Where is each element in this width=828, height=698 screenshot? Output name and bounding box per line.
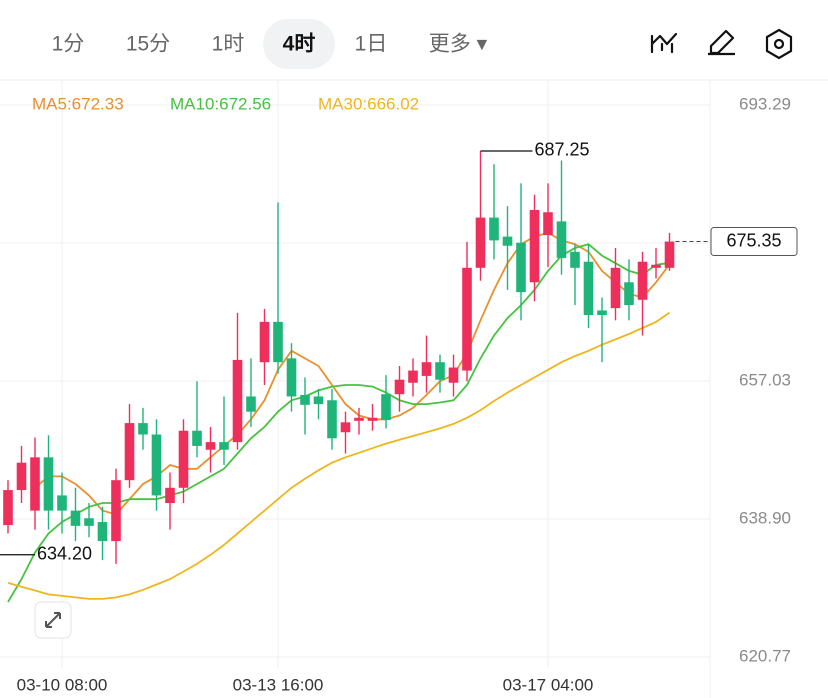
- candle-body: [516, 242, 526, 293]
- tab[interactable]: 更多 ▾: [429, 33, 488, 56]
- candle-body: [624, 282, 634, 306]
- candle-body: [475, 217, 486, 268]
- candle-body: [232, 359, 243, 443]
- candle-body: [394, 379, 405, 395]
- tab[interactable]: 1时: [212, 33, 245, 56]
- candle-body: [421, 362, 432, 376]
- candle-body: [327, 400, 337, 439]
- ma-line: [7, 243, 670, 603]
- legend-entry: MA10:672.56: [170, 94, 271, 113]
- candle-body: [259, 321, 270, 363]
- indicator-icon[interactable]: [650, 32, 678, 54]
- candle-body: [273, 321, 283, 363]
- candle-body: [637, 261, 648, 300]
- candle-body: [556, 221, 567, 258]
- extreme-label: 634.20: [37, 544, 92, 564]
- y-tick-label: 657.03: [739, 370, 791, 389]
- candle-body: [313, 396, 324, 405]
- candle-body: [205, 442, 216, 450]
- candles: [3, 150, 675, 564]
- candle-body: [111, 480, 121, 542]
- active-tab-bg: [263, 19, 335, 69]
- candle-body: [3, 490, 13, 526]
- candle-body: [124, 423, 135, 481]
- candle-body: [529, 209, 540, 283]
- legend-entry: MA5:672.33: [32, 94, 124, 113]
- candle-body: [583, 261, 594, 316]
- candle-body: [408, 370, 418, 383]
- candle-body: [43, 457, 54, 511]
- candle-body: [502, 236, 513, 246]
- y-tick-label: 693.29: [739, 94, 791, 113]
- y-tick-label: 638.90: [739, 508, 791, 527]
- candle-body: [84, 518, 94, 526]
- candle-body: [448, 367, 459, 383]
- candle-body: [70, 510, 81, 526]
- candle-body: [219, 442, 229, 450]
- candle-body: [610, 267, 621, 309]
- candle-body: [570, 251, 580, 268]
- tab[interactable]: 1分: [52, 33, 85, 56]
- last-price-label: 675.35: [726, 230, 781, 250]
- tab[interactable]: 4时: [283, 33, 316, 56]
- x-tick-label: 03-17 04:00: [503, 675, 594, 694]
- candle-body: [664, 241, 675, 268]
- y-tick-label: 620.77: [739, 646, 791, 665]
- candle-body: [57, 495, 67, 511]
- legend-entry: MA30:666.02: [318, 94, 419, 113]
- last-price-box: [710, 227, 798, 257]
- candle-body: [30, 457, 40, 511]
- candle-body: [192, 430, 202, 446]
- tab[interactable]: 1日: [355, 33, 388, 56]
- candle-body: [543, 212, 553, 236]
- candle-body: [165, 487, 175, 504]
- settings-icon[interactable]: [765, 28, 793, 60]
- draw-icon[interactable]: [708, 29, 735, 56]
- candle-body: [151, 434, 162, 496]
- overlays: 687.25 634.20 675.35: [0, 140, 798, 564]
- candle-body: [178, 430, 189, 488]
- x-tick-label: 03-13 16:00: [233, 675, 324, 694]
- tab[interactable]: 15分: [126, 33, 170, 56]
- candle-body: [462, 267, 472, 371]
- candle-body: [16, 462, 27, 491]
- candle-body: [651, 264, 661, 268]
- candle-body: [340, 422, 351, 433]
- candle-body: [489, 217, 499, 241]
- x-tick-label: 03-10 08:00: [17, 675, 108, 694]
- candle-body: [138, 423, 148, 435]
- candle-body: [246, 396, 256, 412]
- toolbar: 1分 15分 1时 4时 1日 更多 ▾: [52, 33, 488, 56]
- candle-body: [367, 417, 378, 421]
- extreme-label: 687.25: [535, 140, 590, 160]
- candle-body: [97, 522, 108, 542]
- candle-body: [597, 310, 607, 316]
- expand-button[interactable]: [34, 601, 72, 639]
- candle-body: [381, 394, 391, 421]
- ma-line: [7, 311, 671, 600]
- candle-body: [300, 394, 310, 405]
- candle-body: [435, 362, 445, 380]
- candle-body: [354, 417, 364, 421]
- candle-body: [286, 358, 297, 397]
